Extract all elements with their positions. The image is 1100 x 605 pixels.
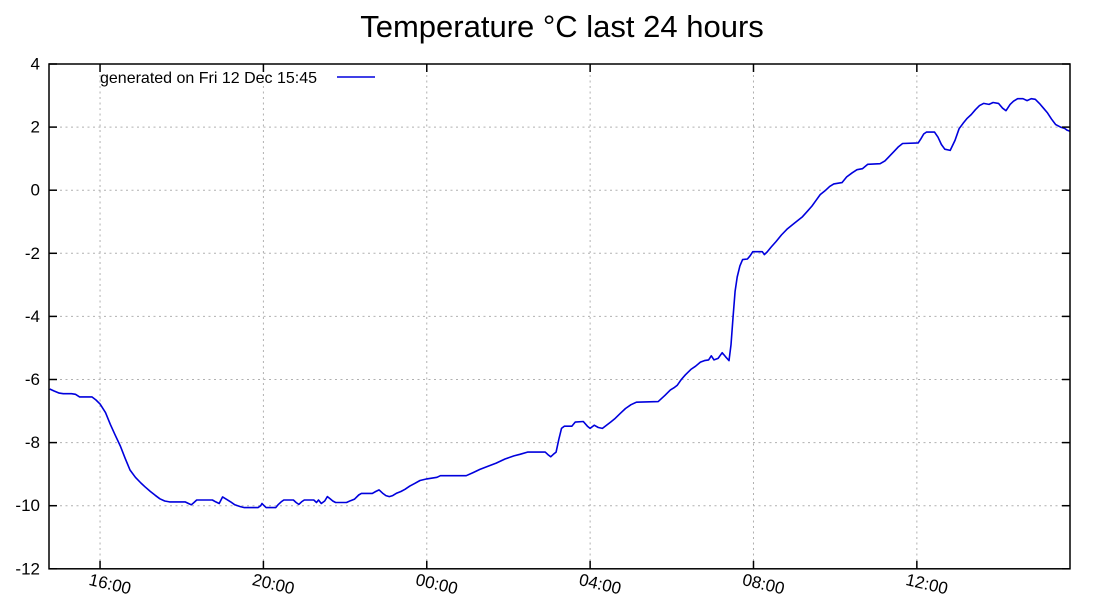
axis-layer: 4 2 0 -2 -4 -6 -8 -10 -12 16:00 20:00 00:00 04:00 08:…	[15, 55, 1071, 598]
x-tick-label: 00:00	[414, 570, 460, 598]
x-tick-label: 16:00	[87, 570, 133, 598]
x-tick-label: 20:00	[251, 570, 297, 598]
y-tick-label: -8	[25, 433, 40, 452]
temperature-series-line	[49, 97, 1071, 509]
y-tick-label: -12	[15, 559, 40, 578]
y-tick-label: -10	[15, 496, 40, 515]
x-tick-label: 08:00	[741, 570, 787, 598]
x-tick-label: 04:00	[577, 570, 623, 598]
y-tick-label: -4	[25, 307, 40, 326]
y-tick-label: -6	[25, 370, 40, 389]
y-tick-label: 2	[31, 118, 40, 137]
y-tick-label: -2	[25, 244, 40, 263]
plot-border	[48, 63, 1071, 570]
chart-title: Temperature °C last 24 hours	[360, 9, 764, 44]
x-tick-label: 12:00	[904, 570, 950, 598]
y-tick-label: 4	[31, 55, 40, 74]
y-tick-label: 0	[31, 181, 40, 200]
series-layer	[49, 97, 1071, 509]
grid-layer	[49, 64, 1070, 569]
legend-label: generated on Fri 12 Dec 15:45	[100, 70, 317, 87]
